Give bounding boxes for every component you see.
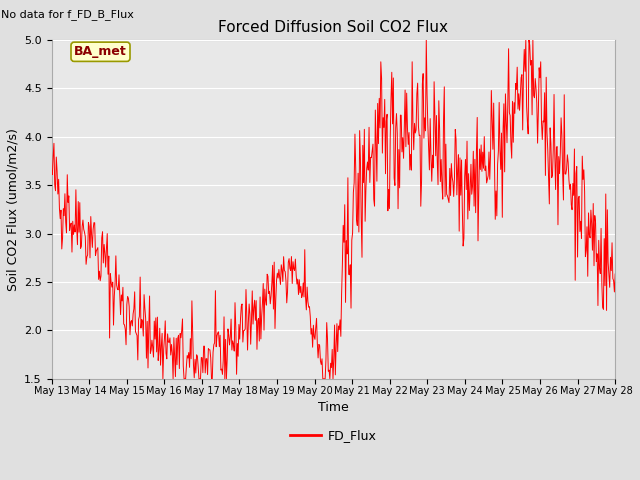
- Text: BA_met: BA_met: [74, 45, 127, 58]
- Legend: FD_Flux: FD_Flux: [285, 424, 381, 447]
- X-axis label: Time: Time: [318, 401, 349, 414]
- Y-axis label: Soil CO2 Flux (umol/m2/s): Soil CO2 Flux (umol/m2/s): [7, 128, 20, 291]
- Text: No data for f_FD_B_Flux: No data for f_FD_B_Flux: [1, 9, 134, 20]
- Title: Forced Diffusion Soil CO2 Flux: Forced Diffusion Soil CO2 Flux: [218, 20, 449, 35]
